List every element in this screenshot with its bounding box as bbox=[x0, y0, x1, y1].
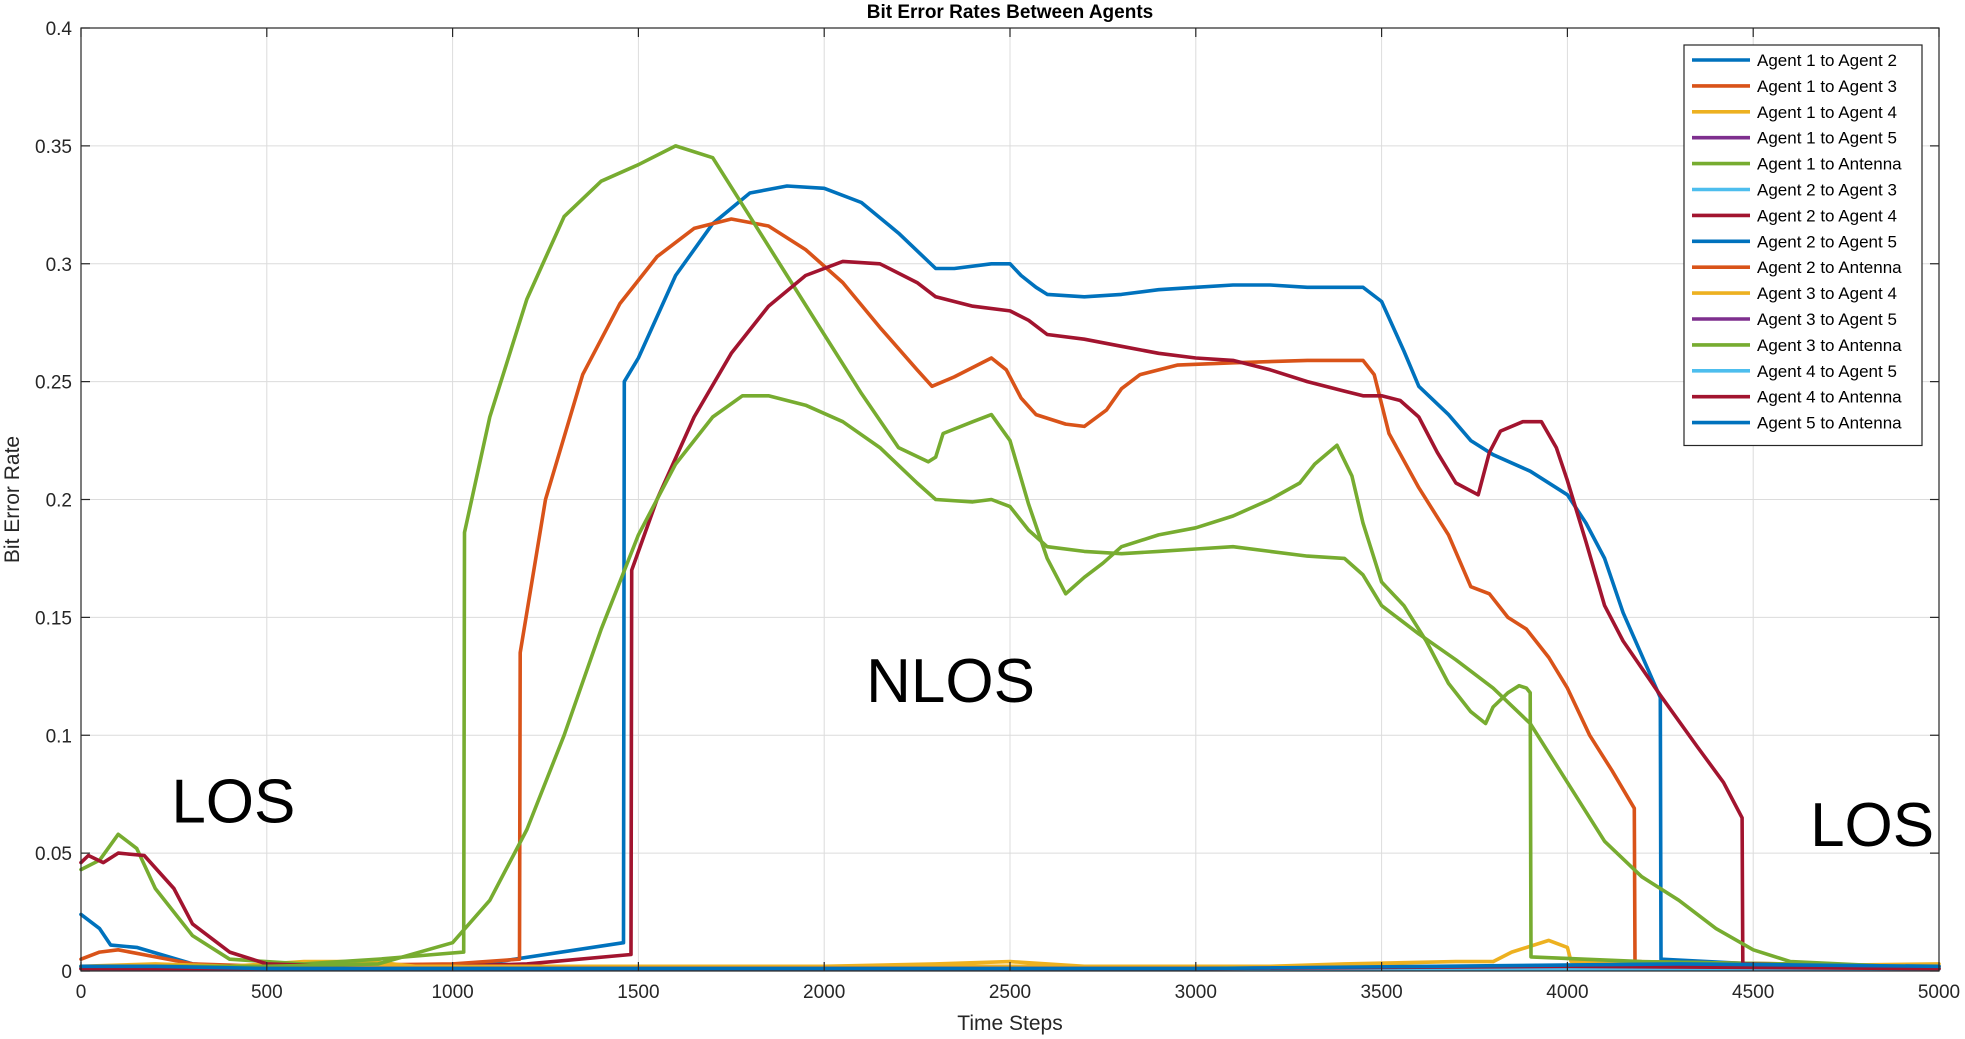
series-line-5 bbox=[79, 144, 1941, 969]
series-line-12 bbox=[79, 394, 1941, 971]
annotation-nlos-2: NLOS bbox=[866, 647, 1035, 716]
legend-entry-label: Agent 3 to Antenna bbox=[1757, 336, 1902, 355]
axis-ticks: 0 500 1000 1500 2000 2500 3000 3500 4000 4500 5000… bbox=[35, 19, 1960, 1003]
legend-entry-label: Agent 3 to Agent 4 bbox=[1757, 284, 1897, 303]
annotation-los-1: LOS bbox=[171, 767, 295, 836]
y-tick-label: 0.2 bbox=[46, 491, 72, 512]
x-tick-label: 0 bbox=[76, 982, 87, 1003]
y-axis-label: Bit Error Rate bbox=[1, 436, 24, 563]
y-tick-label: 0 bbox=[61, 962, 72, 983]
legend-entry-label: Agent 1 to Agent 3 bbox=[1757, 77, 1897, 96]
x-tick-label: 1500 bbox=[617, 982, 659, 1003]
x-tick-label: 2500 bbox=[989, 982, 1031, 1003]
x-axis-label: Time Steps bbox=[957, 1012, 1062, 1035]
legend-entry-label: Agent 2 to Agent 4 bbox=[1757, 206, 1897, 225]
legend-entry-label: Agent 4 to Antenna bbox=[1757, 388, 1902, 407]
legend-entry-label: Agent 1 to Antenna bbox=[1757, 155, 1902, 174]
x-tick-label: 5000 bbox=[1918, 982, 1960, 1003]
y-tick-label: 0.25 bbox=[35, 373, 72, 394]
region-annotations: LOS NLOS LOS bbox=[171, 647, 1934, 860]
y-tick-label: 0.15 bbox=[35, 608, 72, 629]
x-tick-label: 1000 bbox=[431, 982, 473, 1003]
y-tick-label: 0.3 bbox=[46, 255, 72, 276]
legend-entry-label: Agent 2 to Agent 5 bbox=[1757, 232, 1897, 251]
x-tick-label: 500 bbox=[251, 982, 283, 1003]
chart-title: Bit Error Rates Between Agents bbox=[867, 2, 1153, 23]
legend-entry-label: Agent 4 to Agent 5 bbox=[1757, 362, 1897, 381]
legend-entry-label: Agent 2 to Agent 3 bbox=[1757, 181, 1897, 200]
x-tick-label: 4500 bbox=[1732, 982, 1774, 1003]
legend-entry-label: Agent 3 to Agent 5 bbox=[1757, 310, 1897, 329]
legend-entry-label: Agent 1 to Agent 5 bbox=[1757, 129, 1897, 148]
y-tick-label: 0.05 bbox=[35, 844, 72, 865]
legend-entry-label: Agent 2 to Antenna bbox=[1757, 258, 1902, 277]
series-line-2 bbox=[79, 217, 1941, 969]
grid bbox=[81, 28, 1939, 971]
y-tick-label: 0.35 bbox=[35, 137, 72, 158]
annotation-los-3: LOS bbox=[1810, 791, 1934, 860]
legend-entry-label: Agent 1 to Agent 4 bbox=[1757, 103, 1897, 122]
legend-entry-label: Agent 5 to Antenna bbox=[1757, 414, 1902, 433]
y-tick-label: 0.4 bbox=[46, 19, 73, 40]
legend-entry-label: Agent 1 to Agent 2 bbox=[1757, 51, 1897, 70]
x-tick-label: 4000 bbox=[1546, 982, 1588, 1003]
x-tick-label: 2000 bbox=[803, 982, 845, 1003]
legend: Agent 1 to Agent 2 Agent 1 to Agent 3 Agen… bbox=[1683, 44, 1923, 447]
y-tick-label: 0.1 bbox=[46, 726, 72, 747]
x-tick-label: 3000 bbox=[1175, 982, 1217, 1003]
x-tick-label: 3500 bbox=[1360, 982, 1402, 1003]
